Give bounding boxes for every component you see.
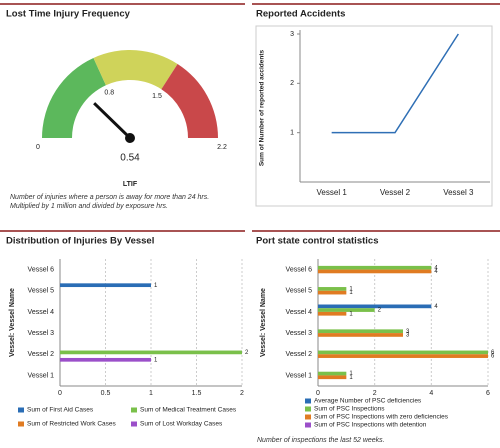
- gauge-note: Number of injuries where a person is awa…: [10, 194, 210, 210]
- legend-label: Average Number of PSC deficiencies: [314, 398, 422, 405]
- x-tick-label: 2: [373, 390, 377, 397]
- bar: [318, 329, 403, 334]
- x-tick-label: 0.5: [101, 390, 111, 397]
- y-tick-label: Vessel 4: [286, 309, 313, 316]
- chart-title: Reported Accidents: [256, 9, 345, 20]
- legend-swatch: [305, 422, 311, 428]
- y-tick-label: Vessel 6: [286, 266, 313, 273]
- gauge-value: 0.54: [120, 153, 140, 164]
- gauge-label: LTIF: [123, 181, 138, 188]
- x-tick-label: 4: [429, 390, 433, 397]
- x-tick-label: 1: [149, 390, 153, 397]
- gauge-band: [42, 57, 106, 138]
- legend-label: Sum of Lost Workday Cases: [140, 421, 223, 428]
- chart-note: Number of inspections the last 52 weeks.: [257, 437, 385, 444]
- gauge-band: [93, 50, 178, 90]
- y-axis-label: Vessel: Vessel Name: [260, 288, 267, 357]
- y-tick-label: Vessel 6: [28, 266, 55, 273]
- bar-value-label: 4: [434, 269, 438, 275]
- bar-value-label: 4: [434, 265, 438, 271]
- bar-value-label: 2: [378, 308, 382, 314]
- y-tick-label: Vessel 5: [28, 288, 55, 295]
- legend-label: Sum of PSC Inspections with detention: [314, 422, 427, 429]
- bar-value-label: 6: [491, 350, 495, 356]
- gauge-tick-label: 1.5: [152, 93, 162, 100]
- y-tick-label: 3: [290, 31, 294, 38]
- x-tick-label: 6: [486, 390, 490, 397]
- x-tick-label: 0: [58, 390, 62, 397]
- bar: [318, 354, 488, 358]
- y-tick-label: Vessel 3: [28, 330, 55, 337]
- legend-swatch: [131, 407, 137, 413]
- y-tick-label: Vessel 5: [286, 288, 313, 295]
- y-tick-label: Vessel 1: [28, 372, 55, 379]
- bar: [318, 371, 347, 376]
- gauge-tick-label: 0.8: [104, 89, 114, 96]
- x-tick-label: 2: [240, 390, 244, 397]
- bar-value-label: 1: [349, 286, 353, 292]
- gauge-tick-label: 2.2: [217, 144, 227, 151]
- legend-label: Sum of First Aid Cases: [27, 407, 94, 414]
- legend-swatch: [305, 406, 311, 412]
- bar: [318, 265, 432, 270]
- legend-swatch: [305, 398, 311, 404]
- bar-value-label: 4: [434, 304, 438, 310]
- bar: [318, 290, 347, 295]
- bar: [318, 350, 488, 355]
- bar: [60, 357, 151, 362]
- bar: [60, 350, 242, 355]
- gauge-needle: [93, 102, 132, 140]
- x-tick-label: Vessel 1: [317, 188, 348, 197]
- y-tick-label: Vessel 2: [28, 351, 55, 358]
- data-line: [331, 33, 459, 134]
- bar-value-label: 3: [406, 329, 410, 335]
- bar-value-label: 1: [349, 290, 353, 296]
- x-tick-label: 1.5: [192, 390, 202, 397]
- legend-label: Sum of Restricted Work Cases: [27, 421, 116, 428]
- bar: [318, 375, 347, 380]
- bar-value-label: 1: [349, 311, 353, 317]
- bar-value-label: 1: [154, 357, 158, 363]
- bar-value-label: 1: [349, 375, 353, 381]
- legend-swatch: [18, 421, 24, 427]
- x-tick-label: 0: [316, 390, 320, 397]
- y-tick-label: Vessel 3: [286, 330, 313, 337]
- gauge-tick-label: 0: [36, 144, 40, 151]
- bar-value-label: 6: [491, 354, 495, 360]
- gauge-band: [161, 63, 218, 138]
- bar: [318, 308, 375, 312]
- bar-value-label: 1: [154, 283, 158, 289]
- x-tick-label: Vessel 3: [443, 188, 474, 197]
- y-axis-label: Sum of Number of reported accidents: [259, 49, 266, 166]
- bar: [318, 269, 432, 274]
- y-tick-label: Vessel 1: [286, 372, 313, 379]
- bar: [318, 304, 432, 309]
- legend-swatch: [131, 421, 137, 427]
- bar: [60, 283, 151, 288]
- y-tick-label: 1: [290, 130, 294, 137]
- y-tick-label: Vessel 4: [28, 309, 55, 316]
- gauge-hub: [125, 133, 135, 143]
- y-axis-label: Vessel: Vessel Name: [9, 288, 16, 357]
- legend-label: Sum of Medical Treatment Cases: [140, 407, 237, 414]
- chart-title: Lost Time Injury Frequency: [6, 9, 131, 20]
- x-tick-label: Vessel 2: [380, 188, 411, 197]
- y-tick-label: Vessel 2: [286, 351, 313, 358]
- bar-value-label: 1: [349, 371, 353, 377]
- bar: [318, 287, 347, 291]
- chart-title: Distribution of Injuries By Vessel: [6, 236, 154, 247]
- legend-label: Sum of PSC Inspections with zero deficie…: [314, 414, 449, 421]
- legend-swatch: [305, 414, 311, 420]
- bar: [318, 333, 403, 337]
- chart-title: Port state control statistics: [256, 236, 378, 247]
- legend-label: Sum of PSC Inspections: [314, 406, 385, 413]
- panel-frame: [255, 25, 493, 207]
- bar-value-label: 2: [245, 350, 249, 356]
- y-tick-label: 2: [290, 80, 294, 87]
- bar: [318, 311, 347, 316]
- legend-swatch: [18, 407, 24, 413]
- bar-value-label: 3: [406, 333, 410, 339]
